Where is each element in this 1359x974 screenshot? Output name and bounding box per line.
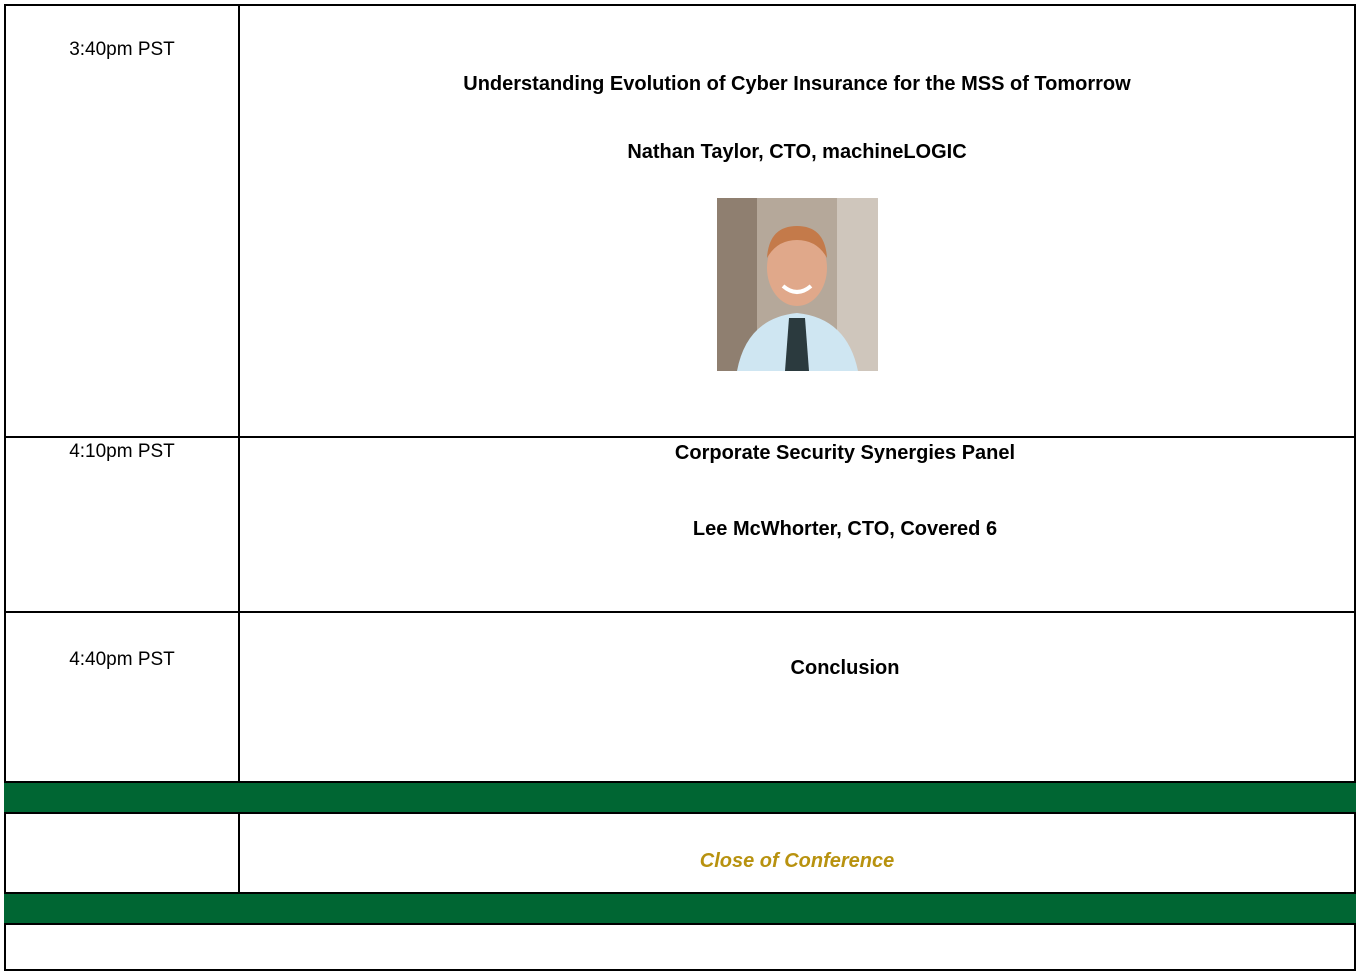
schedule-table — [4, 4, 1356, 971]
session-time: 3:40pm PST — [69, 39, 175, 60]
session-title: Understanding Evolution of Cyber Insuran… — [463, 73, 1131, 95]
session-speaker: Nathan Taylor, CTO, machineLOGIC — [627, 141, 967, 163]
session-speaker: Lee McWhorter, CTO, Covered 6 — [692, 518, 998, 540]
row-divider — [4, 436, 1356, 438]
column-divider — [238, 4, 240, 781]
column-divider — [238, 814, 240, 893]
green-band — [4, 892, 1356, 925]
row-divider — [4, 611, 1356, 613]
session-title: Corporate Security Synergies Panel — [674, 442, 1016, 464]
session-title: Conclusion — [790, 657, 900, 679]
session-time: 4:10pm PST — [69, 441, 175, 462]
green-band — [4, 781, 1356, 814]
session-time: 4:40pm PST — [69, 649, 175, 670]
speaker-photo — [717, 198, 878, 371]
closing-text: Close of Conference — [699, 850, 895, 872]
